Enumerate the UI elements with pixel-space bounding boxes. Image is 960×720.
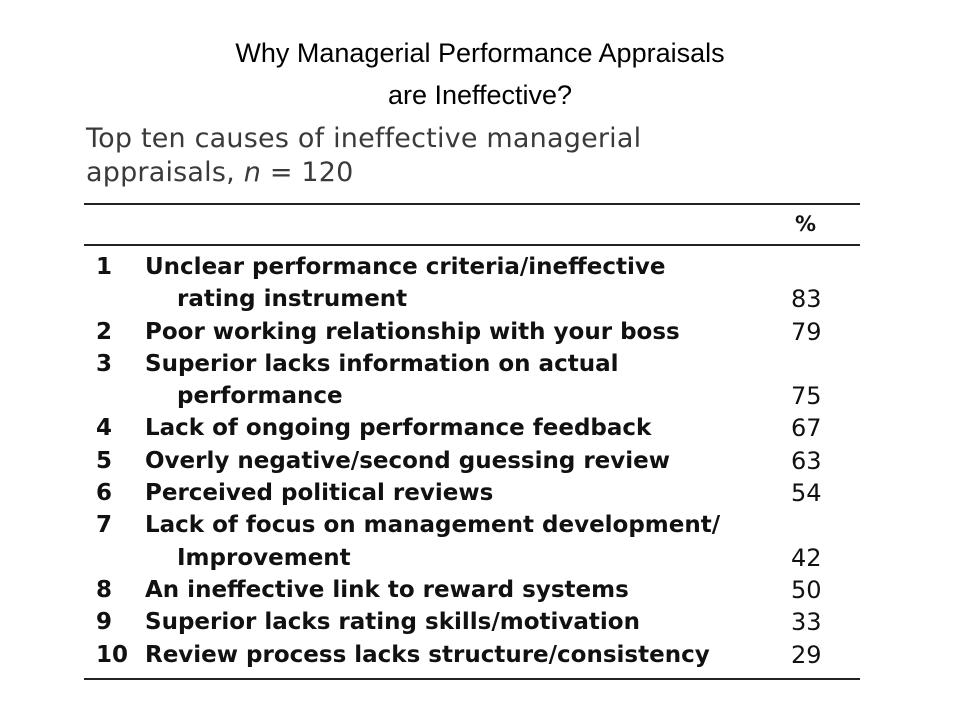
cause-text-continued: performance — [177, 383, 343, 410]
row-rank: 9 — [96, 609, 113, 636]
row-rank: 2 — [96, 318, 113, 345]
causes-table: 1 Unclear performance criteria/ineffectiv… — [0, 251, 960, 671]
percent-column-header: % — [795, 212, 817, 236]
table-row: 6 Perceived political reviews 54 — [0, 477, 960, 509]
table-row: 2 Poor working relationship with your bos… — [0, 316, 960, 348]
row-cause: Superior lacks rating skills/motivation — [145, 606, 785, 638]
table-row: 7 Lack of focus on management development… — [0, 509, 960, 574]
row-cause: Lack of focus on management development/… — [145, 509, 785, 574]
caption-suffix: = 120 — [261, 157, 354, 188]
row-cause: Superior lacks information on actual perf… — [145, 348, 785, 413]
slide-title-line-2: are Ineffective? — [387, 80, 573, 110]
caption-n-symbol: n — [243, 157, 262, 188]
row-cause: Lack of ongoing performance feedback — [145, 412, 785, 444]
table-bottom-rule — [84, 678, 860, 680]
table-top-rule — [84, 203, 860, 205]
table-caption-line-2: appraisals, n = 120 — [86, 156, 641, 190]
table-row: 4 Lack of ongoing performance feedback 67 — [0, 412, 960, 444]
cause-text: Perceived political reviews — [145, 480, 494, 507]
row-percent: 42 — [791, 543, 822, 572]
row-rank: 1 — [96, 254, 113, 280]
cause-text: Poor working relationship with your boss — [145, 318, 680, 345]
slide-title: Why Managerial Performance Appraisals ar… — [0, 32, 960, 116]
table-caption-line-1: Top ten causes of ineffective managerial — [86, 123, 642, 154]
table-caption: Top ten causes of ineffective managerial… — [86, 122, 641, 190]
row-percent: 33 — [791, 608, 822, 637]
cause-text-continued: rating instrument — [177, 286, 408, 313]
row-rank: 6 — [96, 480, 113, 507]
cause-text: An ineffective link to reward systems — [145, 576, 629, 603]
row-cause: Review process lacks structure/consisten… — [145, 639, 785, 671]
cause-text: Lack of ongoing performance feedback — [145, 415, 652, 442]
row-rank: 4 — [96, 415, 113, 442]
table-header-rule — [84, 244, 860, 246]
cause-text: Lack of focus on management development/ — [145, 512, 721, 539]
table-row: 9 Superior lacks rating skills/motivation… — [0, 606, 960, 638]
row-percent: 83 — [791, 285, 822, 314]
row-cause: Poor working relationship with your boss — [145, 316, 785, 348]
row-percent: 29 — [791, 640, 822, 669]
row-percent: 63 — [791, 446, 822, 475]
slide-title-line-1: Why Managerial Performance Appraisals — [235, 38, 725, 68]
table-row: 1 Unclear performance criteria/ineffectiv… — [0, 251, 960, 316]
row-percent: 79 — [791, 317, 822, 346]
table-row: 10 Review process lacks structure/consist… — [0, 639, 960, 671]
row-percent: 75 — [791, 382, 822, 411]
row-cause: Overly negative/second guessing review — [145, 445, 785, 477]
row-percent: 67 — [791, 414, 822, 443]
row-rank: 7 — [96, 512, 113, 539]
cause-text-continued: Improvement — [177, 544, 351, 571]
cause-text: Review process lacks structure/consisten… — [145, 641, 710, 668]
row-cause: An ineffective link to reward systems — [145, 574, 785, 606]
caption-prefix: appraisals, — [86, 157, 244, 188]
cause-text: Superior lacks information on actual — [145, 350, 619, 377]
row-cause: Perceived political reviews — [145, 477, 785, 509]
cause-text: Unclear performance criteria/ineffective — [145, 254, 666, 280]
cause-text: Overly negative/second guessing review — [145, 447, 670, 474]
row-rank: 8 — [96, 576, 113, 603]
row-rank: 3 — [96, 350, 113, 377]
cause-text: Superior lacks rating skills/motivation — [145, 609, 640, 636]
table-row: 8 An ineffective link to reward systems 50 — [0, 574, 960, 606]
table-row: 5 Overly negative/second guessing review 6… — [0, 445, 960, 477]
row-cause: Unclear performance criteria/ineffective… — [145, 251, 785, 316]
row-percent: 50 — [791, 575, 822, 604]
table-row: 3 Superior lacks information on actual per… — [0, 348, 960, 413]
row-percent: 54 — [791, 479, 822, 508]
row-rank: 10 — [96, 641, 129, 668]
row-rank: 5 — [96, 447, 113, 474]
